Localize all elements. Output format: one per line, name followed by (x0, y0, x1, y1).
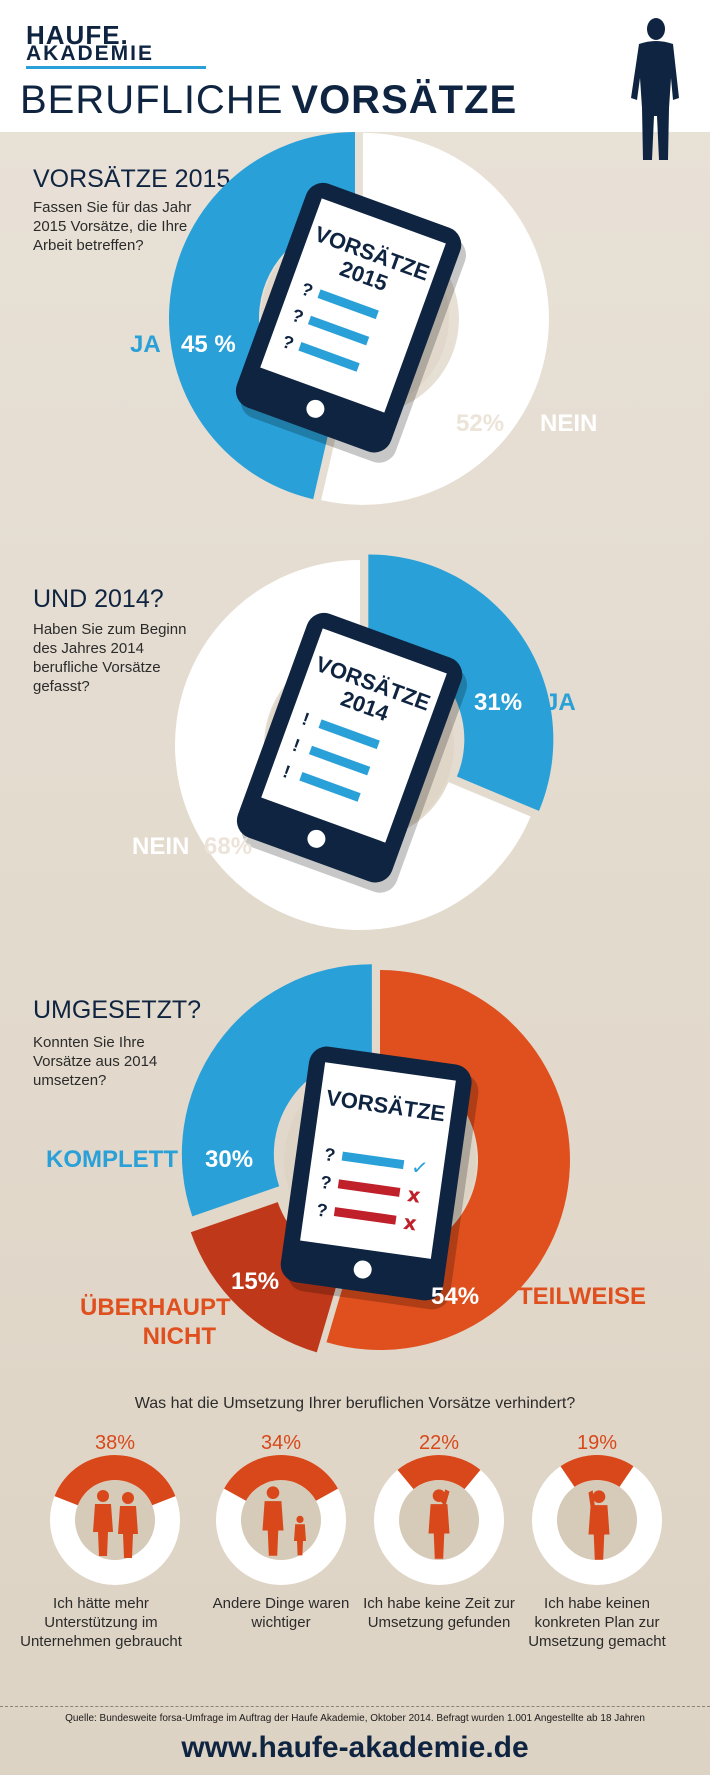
tablet-umgesetzt-line-2 (337, 1179, 401, 1197)
label-ja-2015: JA (130, 331, 161, 358)
header: HAUFE. AKADEMIE BERUFLICHE VORSÄTZE (0, 0, 710, 160)
parent-icon-head (266, 1486, 280, 1499)
obstacle-value-2: 34% (260, 1432, 302, 1454)
obstacle-segment-2 (224, 1455, 338, 1501)
website-link[interactable]: www.haufe-akademie.de (181, 1731, 529, 1764)
child-icon-body (294, 1524, 306, 1556)
obstacle-value-1: 38% (94, 1432, 136, 1454)
two-men-icon-b-body (118, 1506, 138, 1558)
value-ja-2015: 45 % (181, 331, 236, 358)
man-phone-icon-arm (441, 1489, 450, 1507)
obstacles-question: Was hat die Umsetzung Ihrer beruflichen … (134, 1395, 576, 1412)
businessman-icon (631, 18, 679, 160)
two-men-icon-b (118, 1492, 138, 1558)
parent-icon-body (262, 1501, 284, 1556)
tablet-2014-home-button (307, 829, 326, 848)
footer-divider (0, 1706, 710, 1707)
tablet-2014-line-2 (308, 745, 371, 776)
segment-ueberhaupt-nicht (190, 1202, 343, 1353)
two-men-icon-a-body (93, 1504, 113, 1556)
label-teilweise: TEILWEISE (518, 1283, 647, 1310)
tablet-umgesetzt-tick-2: x (406, 1182, 422, 1208)
section-title-2014: UND 2014? (33, 585, 164, 613)
value-komplett: 30% (205, 1146, 254, 1173)
tablet-2014: VORSÄTZE2014!!! (236, 612, 468, 893)
obstacle-value-4: 19% (576, 1432, 618, 1454)
obstacle-label-2: Andere Dinge waren wichtiger (212, 1595, 350, 1631)
page-title-bold: VORSÄTZE (291, 78, 518, 122)
man-thinking-icon-arm (588, 1490, 595, 1508)
obstacle-label-1: Ich hätte mehr Unterstützung im Unterneh… (20, 1595, 182, 1650)
tablet-umgesetzt-tick-1: ✓ (410, 1154, 430, 1180)
section-title-umgesetzt: UMGESETZT? (33, 996, 202, 1024)
section-title-2015: VORSÄTZE 2015 (33, 165, 231, 193)
tablet-2014-line-3 (299, 772, 361, 802)
tablet-umgesetzt-mark-2: ? (319, 1172, 333, 1193)
tablet-umgesetzt-mark-1: ? (323, 1144, 337, 1165)
tablet-2015-line-1 (317, 289, 379, 320)
man-thinking-icon-body (588, 1505, 610, 1560)
page-title: BERUFLICHE VORSÄTZE (20, 78, 517, 123)
segment-teilweise (326, 970, 570, 1350)
label-komplett: KOMPLETT (46, 1146, 178, 1173)
page-title-light: BERUFLICHE (20, 78, 284, 122)
value-ja-2014: 31% (474, 689, 523, 716)
child-icon-head (296, 1515, 304, 1523)
section-question-umgesetzt: Konnten Sie Ihre Vorsätze aus 2014 umset… (33, 1034, 158, 1089)
tablet-2014-line-1 (318, 719, 380, 750)
obstacle-segment-3 (397, 1454, 481, 1490)
tablet-2015-home-button (306, 399, 325, 418)
segment-komplett (181, 964, 372, 1217)
parent-icon (262, 1486, 284, 1556)
tablet-umgesetzt-line-1 (341, 1151, 405, 1170)
two-men-icon-b-head (122, 1492, 134, 1504)
obstacle-value-3: 22% (418, 1432, 460, 1454)
obstacle-segment-1 (54, 1455, 176, 1506)
segment-ja-2014 (368, 554, 554, 811)
obstacle-hole-1 (75, 1480, 155, 1560)
tablet-2015-line-3 (298, 342, 360, 372)
section-question-2014: Haben Sie zum Beginn des Jahres 2014 ber… (33, 621, 187, 695)
obstacle-label-3: Ich habe keine Zeit zur Umsetzung gefund… (363, 1595, 515, 1631)
value-nein-2015: 52% (456, 410, 505, 437)
man-phone-icon (428, 1489, 450, 1559)
label-nein-2014: NEIN (132, 833, 190, 860)
value-ueberhaupt-nicht: 15% (231, 1268, 280, 1295)
label-nein-2015: NEIN (540, 410, 598, 437)
tablet-2015-line-2 (307, 315, 370, 346)
man-thinking-icon-head (592, 1490, 606, 1503)
child-icon (294, 1515, 306, 1556)
two-men-icon-a-head (97, 1490, 109, 1502)
source-note: Quelle: Bundesweite forsa-Umfrage im Auf… (65, 1713, 645, 1724)
brand-logo-bar (26, 66, 206, 69)
value-teilweise: 54% (431, 1283, 480, 1310)
two-men-icon-a (93, 1490, 113, 1556)
tablet-umgesetzt-mark-3: ? (315, 1200, 329, 1221)
section-question-2015: Fassen Sie für das Jahr 2015 Vorsätze, d… (33, 199, 192, 254)
man-thinking-icon (588, 1490, 610, 1560)
label-ja-2014: JA (545, 689, 576, 716)
tablet-2015: VORSÄTZE2015??? (235, 182, 467, 463)
tablet-umgesetzt-line-3 (333, 1207, 397, 1225)
man-phone-icon-body (428, 1504, 450, 1559)
brand-logo-line1: HAUFE. (26, 20, 129, 50)
tablet-umgesetzt-home-button (353, 1260, 372, 1279)
man-phone-icon-head (432, 1489, 446, 1502)
segment-nein-2015 (321, 132, 549, 505)
brand-logo-line2: AKADEMIE (26, 42, 155, 65)
tablet-umgesetzt: VORSÄTZE? ✓? x? x (280, 1046, 479, 1310)
obstacle-label-4: Ich habe keinen konkreten Plan zur Umset… (528, 1595, 666, 1650)
tablet-umgesetzt-tick-3: x (402, 1210, 418, 1236)
label-ueberhaupt-nicht: ÜBERHAUPT NICHT (80, 1294, 231, 1350)
obstacle-segment-4 (560, 1455, 634, 1487)
value-nein-2014: 68% (204, 833, 253, 860)
